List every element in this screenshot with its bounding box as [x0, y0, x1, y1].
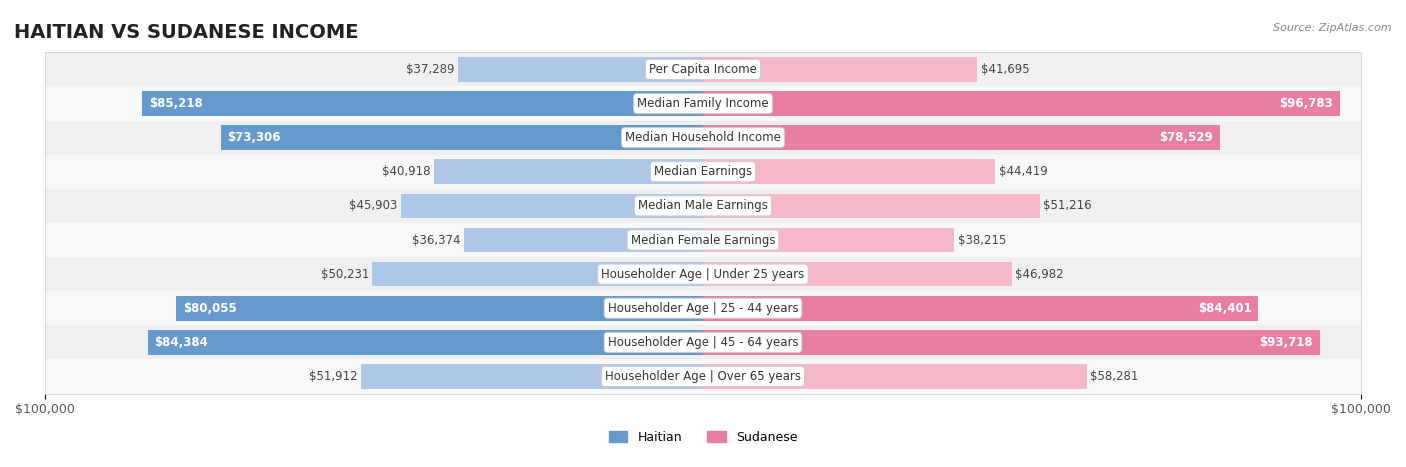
Bar	[703, 364, 1087, 389]
Bar	[361, 364, 703, 389]
Bar	[45, 291, 1361, 325]
Bar	[45, 189, 1361, 223]
Text: Householder Age | 25 - 44 years: Householder Age | 25 - 44 years	[607, 302, 799, 315]
Bar	[703, 160, 995, 184]
Bar	[703, 330, 1320, 354]
Text: Median Male Earnings: Median Male Earnings	[638, 199, 768, 212]
Bar	[703, 262, 1012, 286]
Text: Householder Age | 45 - 64 years: Householder Age | 45 - 64 years	[607, 336, 799, 349]
Text: $78,529: $78,529	[1160, 131, 1213, 144]
Text: $45,903: $45,903	[349, 199, 398, 212]
Bar	[176, 296, 703, 320]
Text: Householder Age | Under 25 years: Householder Age | Under 25 years	[602, 268, 804, 281]
Bar	[464, 228, 703, 252]
Text: Median Female Earnings: Median Female Earnings	[631, 234, 775, 247]
Text: $50,231: $50,231	[321, 268, 370, 281]
Bar	[45, 325, 1361, 360]
Text: $58,281: $58,281	[1090, 370, 1139, 383]
Text: Householder Age | Over 65 years: Householder Age | Over 65 years	[605, 370, 801, 383]
Text: $38,215: $38,215	[957, 234, 1007, 247]
Legend: Haitian, Sudanese: Haitian, Sudanese	[603, 426, 803, 449]
Bar	[703, 125, 1220, 150]
Bar	[703, 91, 1340, 116]
Text: $93,718: $93,718	[1260, 336, 1313, 349]
Text: $51,216: $51,216	[1043, 199, 1092, 212]
Text: $44,419: $44,419	[998, 165, 1047, 178]
Text: $36,374: $36,374	[412, 234, 460, 247]
Bar	[221, 125, 703, 150]
Bar	[433, 160, 703, 184]
Text: $85,218: $85,218	[149, 97, 202, 110]
Bar	[45, 360, 1361, 394]
Text: $84,384: $84,384	[155, 336, 208, 349]
Text: Per Capita Income: Per Capita Income	[650, 63, 756, 76]
Bar	[148, 330, 703, 354]
Bar	[703, 57, 977, 82]
Text: $80,055: $80,055	[183, 302, 236, 315]
Bar	[457, 57, 703, 82]
Text: $46,982: $46,982	[1015, 268, 1064, 281]
Bar	[703, 296, 1258, 320]
Bar	[45, 52, 1361, 86]
Text: $84,401: $84,401	[1198, 302, 1251, 315]
Text: $41,695: $41,695	[980, 63, 1029, 76]
Text: Median Earnings: Median Earnings	[654, 165, 752, 178]
Text: $40,918: $40,918	[382, 165, 430, 178]
Text: $73,306: $73,306	[228, 131, 281, 144]
Bar	[703, 194, 1040, 218]
Bar	[703, 228, 955, 252]
Bar	[45, 120, 1361, 155]
Text: HAITIAN VS SUDANESE INCOME: HAITIAN VS SUDANESE INCOME	[14, 23, 359, 42]
Bar	[373, 262, 703, 286]
Text: Median Household Income: Median Household Income	[626, 131, 780, 144]
Text: Source: ZipAtlas.com: Source: ZipAtlas.com	[1274, 23, 1392, 33]
Text: $51,912: $51,912	[309, 370, 359, 383]
Bar	[45, 155, 1361, 189]
Bar	[45, 223, 1361, 257]
Bar	[401, 194, 703, 218]
Bar	[45, 86, 1361, 120]
Bar	[45, 257, 1361, 291]
Bar	[142, 91, 703, 116]
Text: Median Family Income: Median Family Income	[637, 97, 769, 110]
Text: $96,783: $96,783	[1279, 97, 1333, 110]
Text: $37,289: $37,289	[406, 63, 454, 76]
